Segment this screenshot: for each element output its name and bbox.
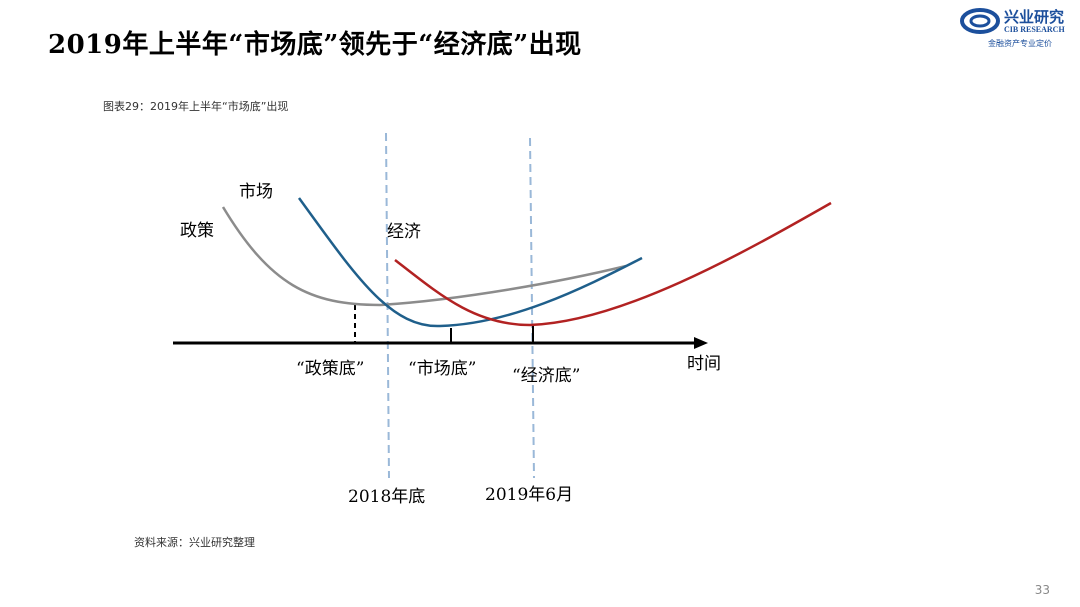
label-policy-bottom: “政策底” (296, 359, 364, 379)
logo-name-en: CIB RESEARCH (1004, 25, 1065, 34)
time-axis-arrow (694, 337, 708, 349)
brand-logo: 兴业研究 CIB RESEARCH 金融资产专业定价 (960, 6, 1070, 52)
date-label-2018-end: 2018年底 (348, 487, 425, 507)
curve-label-policy: 政策 (180, 221, 214, 241)
label-economy-bottom: “经济底” (512, 366, 580, 386)
label-market-bottom: “市场底” (408, 359, 476, 379)
curve-label-economy: 经济 (387, 222, 421, 242)
logo-tagline: 金融资产专业定价 (988, 39, 1052, 48)
page-number: 33 (1034, 583, 1050, 597)
date-label-2019-june: 2019年6月 (485, 485, 573, 505)
policy-curve (221, 206, 627, 307)
curve-label-market: 市场 (239, 182, 273, 202)
figure-caption: 图表29：2019年上半年“市场底”出现 (103, 100, 289, 113)
time-axis-label: 时间 (687, 354, 721, 374)
cib-logo-icon (960, 8, 1000, 34)
logo-name-cn: 兴业研究 (1004, 8, 1065, 26)
economy-curve (394, 201, 832, 327)
market-curve (297, 197, 643, 328)
source-note: 资料来源：兴业研究整理 (134, 536, 255, 549)
page-title: 2019年上半年“市场底”领先于“经济底”出现 (48, 30, 582, 60)
